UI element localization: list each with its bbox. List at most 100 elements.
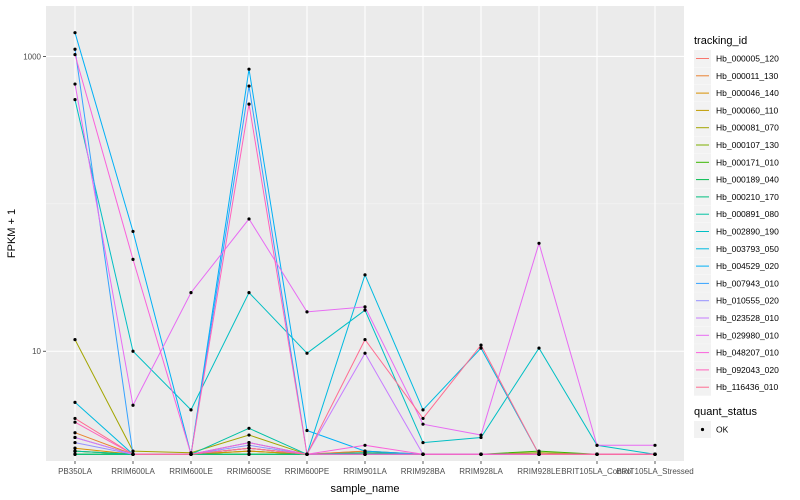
data-point xyxy=(363,337,367,342)
data-point xyxy=(247,84,251,88)
data-point xyxy=(305,351,309,355)
data-point xyxy=(247,433,251,437)
data-point xyxy=(363,351,367,355)
data-point xyxy=(73,337,77,342)
data-point xyxy=(305,428,309,433)
series-points xyxy=(73,31,657,456)
legend-shape-items: OK xyxy=(694,421,729,438)
data-point xyxy=(247,217,251,221)
x-tick-label: RRIM928LE xyxy=(517,467,561,476)
data-point xyxy=(73,31,77,35)
data-point xyxy=(247,446,251,450)
legend-label: Hb_004529_020 xyxy=(716,261,779,271)
data-point xyxy=(189,408,193,412)
data-point xyxy=(363,273,367,277)
y-tick-label: 10 xyxy=(32,347,41,356)
data-point xyxy=(537,346,541,350)
x-tick-label: RRIM901LA xyxy=(343,467,387,476)
y-tick-label: 1000 xyxy=(23,52,41,61)
grid-major xyxy=(46,6,684,461)
legend-label: Hb_000107_130 xyxy=(716,140,779,150)
data-point xyxy=(131,349,135,353)
x-tick-label: BRIT105LA_Control xyxy=(561,467,633,476)
legend-label: Hb_029980_010 xyxy=(716,330,779,340)
legend-label: Hb_000189_040 xyxy=(716,175,779,185)
data-point xyxy=(537,241,541,245)
data-point xyxy=(131,452,135,456)
x-tick-label: RRIM600SE xyxy=(227,467,271,476)
legend-label: Hb_000011_130 xyxy=(716,71,779,81)
data-point xyxy=(537,452,541,456)
data-point xyxy=(247,440,251,445)
data-point xyxy=(363,452,367,456)
legend: tracking_id Hb_000005_120Hb_000011_130Hb… xyxy=(694,35,779,438)
x-tick-label: RRIM600PE xyxy=(285,467,329,476)
data-point xyxy=(73,446,77,450)
legend-shape-label: OK xyxy=(716,425,729,435)
data-point xyxy=(247,67,251,71)
data-point xyxy=(363,443,367,447)
y-axis-title: FPKM + 1 xyxy=(6,209,18,258)
data-point xyxy=(247,449,251,453)
legend-label: Hb_000046_140 xyxy=(716,88,779,98)
data-point xyxy=(189,290,193,295)
data-point xyxy=(653,443,657,447)
data-point xyxy=(73,452,77,456)
data-point xyxy=(363,449,367,453)
legend-label: Hb_010555_020 xyxy=(716,296,779,306)
legend-shape-dot xyxy=(700,427,705,432)
data-point xyxy=(73,416,77,421)
data-point xyxy=(247,443,251,447)
x-tick-label: RRIM600LA xyxy=(111,467,155,476)
data-point xyxy=(421,422,425,426)
data-point xyxy=(595,443,599,447)
legend-label: Hb_000081_070 xyxy=(716,123,779,133)
y-axis: 10 1000 xyxy=(23,52,46,356)
legend-label: Hb_000060_110 xyxy=(716,105,779,115)
data-point xyxy=(537,449,541,453)
data-point xyxy=(305,452,309,456)
data-point xyxy=(73,440,77,445)
legend-label: Hb_000171_010 xyxy=(716,157,779,167)
data-point xyxy=(479,346,483,350)
x-axis: PB350LA RRIM600LA RRIM600LE RRIM600SE RRIM60… xyxy=(58,461,694,476)
data-point xyxy=(421,408,425,412)
legend-label: Hb_023528_010 xyxy=(716,313,779,323)
data-point xyxy=(247,452,251,456)
legend-label: Hb_000005_120 xyxy=(716,54,779,64)
data-point xyxy=(73,82,77,86)
legend-title: tracking_id xyxy=(694,35,747,47)
legend-shape-title: quant_status xyxy=(694,406,757,418)
legend-items: Hb_000005_120 Hb_000011_130 Hb_000046_140 H… xyxy=(694,50,779,396)
data-point xyxy=(73,52,77,57)
data-point xyxy=(421,440,425,445)
data-point xyxy=(131,449,135,453)
x-tick-label: RRIM928BA xyxy=(401,467,446,476)
data-point xyxy=(131,257,135,261)
data-point xyxy=(73,431,77,435)
data-point xyxy=(479,343,483,347)
x-tick-label: PB350LA xyxy=(58,467,92,476)
data-point xyxy=(131,229,135,234)
data-point xyxy=(131,403,135,407)
data-point xyxy=(363,305,367,309)
legend-label: Hb_048207_010 xyxy=(716,348,779,358)
legend-label: Hb_116436_010 xyxy=(716,382,779,392)
x-axis-title: sample_name xyxy=(330,483,399,495)
data-point xyxy=(479,433,483,437)
data-point xyxy=(73,435,77,440)
data-point xyxy=(73,97,77,102)
legend-label: Hb_092043_020 xyxy=(716,365,779,375)
data-point xyxy=(653,452,657,456)
data-point xyxy=(421,452,425,456)
x-tick-label: RRIM928LA xyxy=(459,467,503,476)
data-point xyxy=(595,452,599,456)
legend-label: Hb_000210_170 xyxy=(716,192,779,202)
legend-label: Hb_002890_190 xyxy=(716,227,779,237)
data-point xyxy=(421,416,425,421)
legend-label: Hb_000891_080 xyxy=(716,209,779,219)
data-point xyxy=(363,308,367,312)
data-point xyxy=(247,290,251,295)
data-point xyxy=(73,420,77,424)
